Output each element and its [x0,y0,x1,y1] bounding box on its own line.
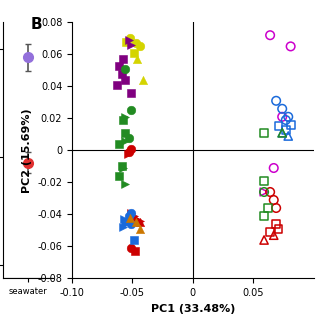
Point [126,37,131,43]
Point [129,146,134,151]
Point [133,220,139,225]
Point [116,141,122,147]
Point [125,151,130,156]
Point [119,71,124,76]
Point [129,90,134,95]
Point [132,249,137,254]
Point [286,133,291,139]
Point [123,66,128,71]
Point [283,117,288,123]
Point [133,41,139,46]
Point [124,39,129,44]
Point [276,226,281,231]
Point [135,57,140,62]
Point [123,114,128,119]
Point [126,213,131,219]
Point [141,77,146,83]
Point [120,225,125,230]
Point [133,217,139,222]
Point [126,149,131,155]
Point [116,63,122,68]
Point [123,138,128,143]
Point [274,98,279,103]
Point [261,178,267,183]
Point [129,245,134,251]
Point [129,210,134,215]
Point [261,130,267,135]
Point [129,221,134,227]
Point [261,213,267,219]
Point [261,189,267,195]
Point [129,42,134,47]
Point [131,215,136,220]
Point [280,106,285,111]
Point [276,124,281,129]
Point [274,221,279,227]
Point [268,229,273,235]
Point [131,50,136,55]
Point [261,189,267,195]
Point [121,217,126,222]
Point [280,130,285,135]
Point [120,165,125,171]
Point [137,44,142,49]
Point [288,122,293,127]
Point [280,114,285,119]
Point [123,181,128,187]
Point [127,215,132,220]
Point [137,218,142,223]
Point [271,197,276,203]
Point [116,173,122,179]
Point [265,205,270,211]
Point [131,237,136,243]
Point [131,213,136,219]
Point [126,135,131,140]
Point [137,226,142,231]
Point [268,33,273,38]
Y-axis label: PC2 (15.69%): PC2 (15.69%) [22,108,32,193]
Point [283,127,288,132]
Point [123,130,128,135]
Point [137,220,142,225]
Point [288,44,293,49]
Point [271,233,276,238]
Point [123,77,128,83]
Point [274,205,279,211]
Point [280,130,285,135]
Text: B: B [31,17,43,32]
Point [120,117,125,123]
Point [114,82,119,87]
Point [271,165,276,171]
Point [129,108,134,113]
Point [286,114,291,119]
Point [119,164,124,169]
Point [125,218,130,223]
Point [127,36,132,41]
Point [129,210,134,215]
Point [123,221,128,227]
X-axis label: PC1 (33.48%): PC1 (33.48%) [151,304,235,314]
Point [268,189,273,195]
Point [261,237,267,243]
Point [120,57,125,62]
